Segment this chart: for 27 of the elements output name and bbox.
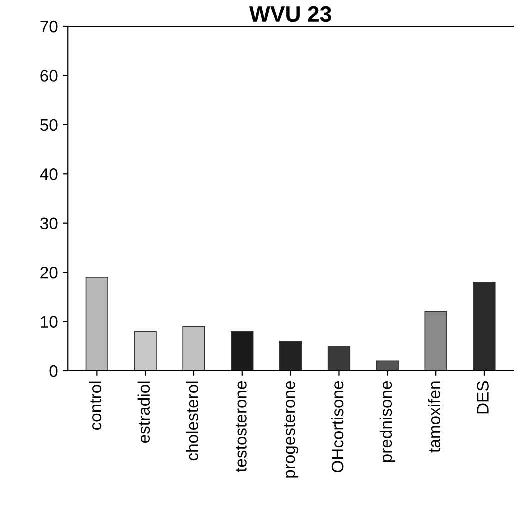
- y-tick-label: 0: [50, 365, 58, 378]
- x-tick-label: tamoxifen: [428, 382, 441, 453]
- bar: [424, 312, 448, 371]
- x-tick-label: cholesterol: [186, 382, 198, 461]
- y-tick-label: 20: [40, 266, 58, 279]
- bar: [280, 341, 302, 371]
- y-tick-label: 40: [40, 168, 58, 180]
- chart-title: WVU 23: [249, 6, 332, 22]
- bar: [231, 331, 254, 371]
- y-tick-label: 60: [40, 70, 58, 82]
- bar: [182, 326, 206, 371]
- x-tick-label: control: [89, 382, 102, 430]
- y-tick-label: 70: [40, 20, 58, 33]
- bar: [376, 360, 399, 371]
- y-tick-label: 50: [40, 119, 58, 132]
- x-tick-label: testosterone: [236, 381, 247, 472]
- y-tick-label: 10: [41, 316, 58, 328]
- x-tick-label: DES: [477, 381, 489, 414]
- bar: [86, 277, 108, 371]
- bar: [134, 331, 157, 371]
- x-tick-label: progesterone: [284, 381, 299, 478]
- x-tick-label: estradiol: [138, 382, 150, 444]
- bar: [473, 282, 496, 371]
- y-tick-label: 30: [40, 218, 58, 230]
- bar: [328, 346, 351, 371]
- x-tick-label: prednisone: [380, 381, 396, 462]
- x-tick-label: OHcortisone: [331, 381, 344, 473]
